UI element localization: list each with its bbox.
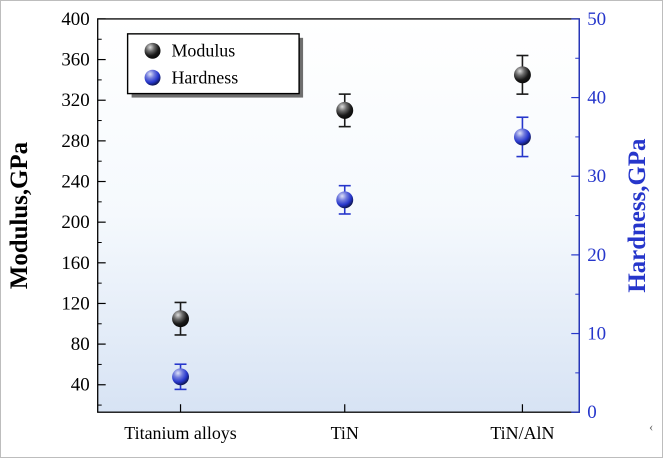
left-axis-tick-label: 400 <box>61 9 89 30</box>
legend-label-hardness: Hardness <box>171 68 238 88</box>
hardness-point <box>336 191 354 209</box>
modulus-point-group <box>336 93 354 128</box>
right-axis-tick-label: 50 <box>587 9 606 30</box>
left-axis-tick-label: 280 <box>61 131 89 152</box>
left-axis-tick-label: 80 <box>71 334 90 355</box>
modulus-point <box>513 66 531 84</box>
left-axis-tick-label: 360 <box>61 50 89 71</box>
left-axis-tick-label: 40 <box>71 375 90 396</box>
left-axis-tick-label: 240 <box>61 172 89 193</box>
stray-glyph: ‹ <box>649 419 654 434</box>
left-axis-title: Modulus,GPa <box>6 141 33 289</box>
left-axis-tick-label: 320 <box>61 90 89 111</box>
modulus-point <box>172 310 190 328</box>
x-axis-category-label: TiN <box>331 423 359 443</box>
modulus-point-group <box>513 54 531 95</box>
x-axis-category-label: Titanium alloys <box>124 423 236 443</box>
hardness-point <box>513 128 531 146</box>
legend-marker-hardness <box>144 69 161 86</box>
right-axis-tick-label: 40 <box>587 88 606 109</box>
right-axis-tick-label: 20 <box>587 245 606 266</box>
hardness-point-group <box>513 116 531 158</box>
legend-marker-modulus <box>144 42 161 59</box>
right-axis-tick-label: 10 <box>587 324 606 345</box>
modulus-point-group <box>172 301 190 336</box>
right-axis-tick-label: 0 <box>587 402 596 423</box>
right-axis-tick-label: 30 <box>587 166 606 187</box>
hardness-point-group <box>172 363 190 391</box>
left-axis-tick-label: 120 <box>61 293 89 314</box>
right-axis-title: Hardness,GPa <box>624 138 651 293</box>
hardness-point-group <box>336 184 354 215</box>
left-axis-tick-label: 160 <box>61 253 89 274</box>
x-axis-category-label: TiN/AlN <box>490 423 554 443</box>
modulus-point <box>336 101 354 119</box>
legend-label-modulus: Modulus <box>171 41 235 61</box>
left-axis-tick-label: 200 <box>61 212 89 233</box>
hardness-point <box>172 368 190 386</box>
